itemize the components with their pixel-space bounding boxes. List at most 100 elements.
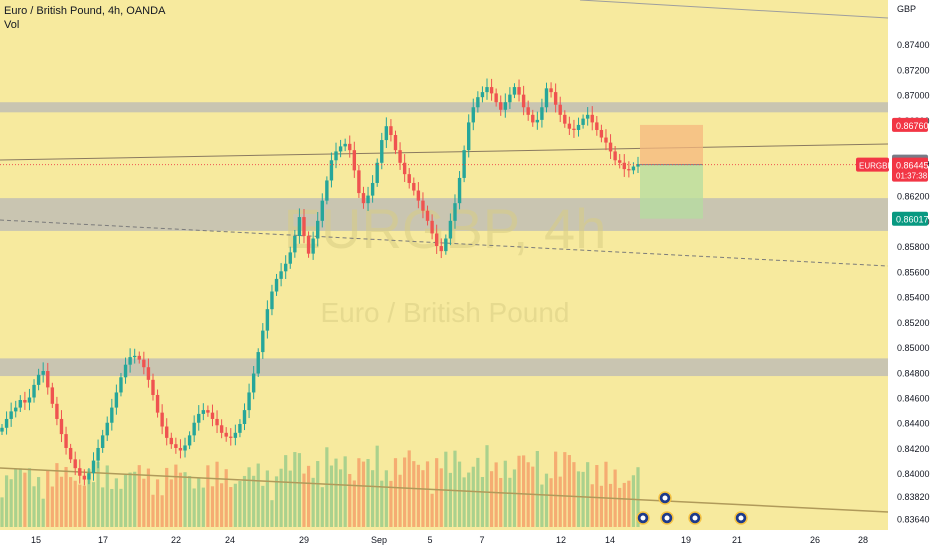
economic-event-marker[interactable] <box>636 511 650 525</box>
candle-body <box>384 126 389 141</box>
volume-bar <box>581 471 585 527</box>
candle-body <box>503 102 508 110</box>
candle-body <box>242 410 247 424</box>
candle-body <box>229 436 233 438</box>
candle-body <box>471 107 475 123</box>
candle-body <box>380 140 384 163</box>
candle-body <box>224 432 228 437</box>
candle-body <box>50 387 55 404</box>
candle <box>425 205 430 226</box>
candle-body <box>32 384 36 398</box>
candle-body <box>508 94 512 103</box>
time-tick-label: 5 <box>427 535 432 545</box>
volume-bar <box>151 494 155 527</box>
volume-bar <box>398 474 402 527</box>
candle-body <box>361 193 366 204</box>
candle-body <box>585 114 590 119</box>
volume-bar <box>69 477 73 527</box>
economic-event-marker[interactable] <box>658 491 672 505</box>
candle <box>572 119 576 138</box>
volume-bar <box>160 495 164 527</box>
candle <box>256 348 260 377</box>
candle-body <box>499 102 503 110</box>
volume-bar <box>457 461 462 527</box>
price-axis-background <box>888 0 932 550</box>
candle <box>540 98 544 128</box>
price-tick-label: 0.85800 <box>897 242 930 252</box>
candle <box>32 379 36 403</box>
candle <box>183 437 187 458</box>
candle-body <box>521 94 526 108</box>
candle-body <box>622 162 626 170</box>
volume-bar <box>371 470 375 527</box>
candle <box>535 111 540 130</box>
volume-bar <box>297 453 302 527</box>
candle <box>380 132 384 170</box>
candle-body <box>306 235 311 254</box>
candle-body <box>219 425 224 433</box>
volume-bar <box>201 487 205 527</box>
candle <box>531 109 535 127</box>
volume-bar <box>631 475 636 527</box>
volume-bar <box>279 468 283 527</box>
candle <box>119 372 123 397</box>
volume-bar <box>544 473 549 527</box>
volume-bar <box>96 461 100 527</box>
economic-event-marker[interactable] <box>660 511 674 525</box>
candle-body <box>604 137 608 143</box>
volume-bar <box>576 471 581 527</box>
candle-body <box>366 195 370 204</box>
volume-bar <box>18 468 22 527</box>
volume-bar <box>23 472 27 527</box>
price-tick-label: 0.85200 <box>897 318 930 328</box>
current-price-text: 0.86445 <box>896 161 929 171</box>
candle <box>229 428 233 446</box>
volume-bar <box>485 445 489 527</box>
volume-bar <box>567 455 571 527</box>
candle-body <box>352 150 357 171</box>
volume-bar <box>334 458 338 527</box>
candle-body <box>27 397 32 403</box>
volume-bar <box>229 487 233 527</box>
volume-bar <box>329 465 334 527</box>
candle-body <box>444 238 448 252</box>
volume-bar <box>206 465 210 527</box>
candle-body <box>329 160 334 181</box>
volume-bar <box>512 469 517 527</box>
target-price-label: 0.86760 <box>892 117 929 132</box>
candle <box>155 389 160 418</box>
volume-bar <box>37 477 41 527</box>
volume-bar <box>302 473 306 527</box>
candle-body <box>87 473 91 480</box>
price-tick-label: 0.87400 <box>897 40 930 50</box>
volume-bar <box>224 469 228 527</box>
candle <box>27 388 32 411</box>
candle <box>270 284 274 316</box>
candle-body <box>160 412 164 427</box>
candle <box>576 117 581 137</box>
candle-body <box>183 445 187 451</box>
candle <box>599 124 604 143</box>
candle <box>462 145 466 183</box>
candle <box>265 300 270 339</box>
volume-bar <box>169 479 173 527</box>
candle-body <box>9 411 13 419</box>
candle <box>512 83 517 99</box>
candle-body <box>462 150 466 178</box>
watermark-name: Euro / British Pound <box>320 297 569 328</box>
price-tick-label: 0.84800 <box>897 368 930 378</box>
economic-event-marker[interactable] <box>688 511 702 525</box>
candle-body <box>41 371 45 375</box>
candle-body <box>142 359 146 368</box>
time-tick-label: 26 <box>810 535 820 545</box>
countdown-text: 01:37:38 <box>896 172 928 181</box>
candle-body <box>274 278 279 292</box>
volume-indicator-label[interactable]: Vol <box>4 19 20 31</box>
volume-bar <box>165 467 169 527</box>
economic-event-marker[interactable] <box>734 511 748 525</box>
volume-bar <box>146 468 151 527</box>
volume-bar <box>412 461 416 527</box>
candle <box>338 139 343 158</box>
